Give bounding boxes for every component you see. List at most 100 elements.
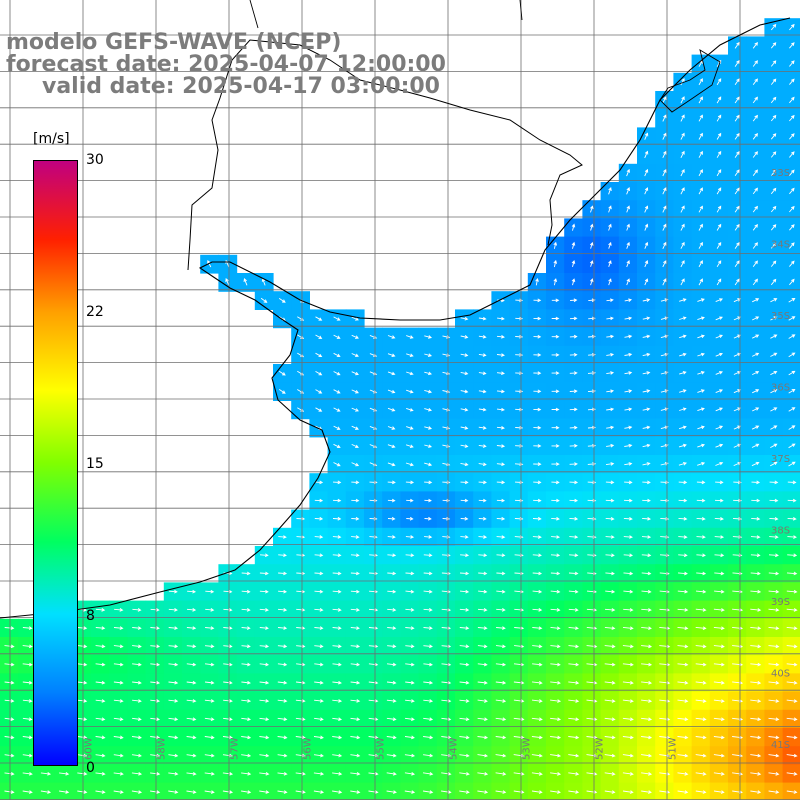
wind-arrow (387, 498, 396, 503)
wind-arrow (626, 241, 630, 249)
wind-arrow (350, 717, 361, 722)
wind-arrow (423, 589, 433, 594)
wind-arrow (150, 735, 161, 740)
wind-arrow (698, 169, 703, 177)
wind-arrow (186, 662, 197, 667)
wind-arrow (186, 772, 197, 776)
wind-arrow (604, 608, 616, 612)
wind-arrow (605, 498, 615, 503)
wind-arrow (495, 699, 507, 703)
wind-arrow (786, 753, 798, 758)
wind-arrow (697, 316, 705, 321)
wind-arrow (406, 353, 414, 357)
wind-arrow (513, 717, 525, 722)
wind-arrow (605, 589, 616, 594)
wind-arrow (605, 553, 615, 558)
wind-arrow (225, 278, 230, 286)
longitude-label: 54W (449, 737, 460, 760)
wind-arrow (441, 735, 452, 740)
wind-arrow (533, 298, 542, 303)
wind-arrow (332, 699, 343, 703)
wind-arrow (405, 444, 414, 449)
wind-arrow (332, 753, 343, 758)
wind-arrow (750, 644, 762, 649)
latitude-label: 39S (771, 597, 790, 608)
wind-arrow (351, 535, 360, 539)
wind-arrow (750, 626, 762, 631)
wind-arrow (95, 680, 106, 685)
wind-arrow (368, 753, 379, 758)
wind-arrow (459, 717, 470, 722)
wind-arrow (752, 223, 758, 231)
wind-arrow (624, 371, 633, 375)
wind-arrow (677, 589, 689, 594)
wind-arrow (604, 717, 616, 722)
wind-arrow (223, 680, 233, 685)
wind-arrow (697, 298, 705, 302)
wind-arrow (769, 517, 779, 521)
wind-arrow (423, 662, 433, 667)
colorbar-tick: 30 (86, 152, 104, 168)
wind-arrow (641, 753, 653, 758)
wind-arrow (278, 389, 286, 394)
wind-arrow (550, 717, 562, 722)
wind-arrow (716, 278, 722, 286)
wind-arrow (770, 298, 778, 303)
wind-arrow (132, 608, 142, 612)
wind-arrow (241, 589, 251, 594)
wind-arrow (496, 516, 506, 521)
wind-arrow (77, 626, 88, 630)
wind-arrow (677, 735, 689, 740)
wind-arrow (750, 735, 762, 740)
wind-arrow (677, 662, 689, 667)
wind-arrow (589, 223, 594, 231)
wind-arrow (715, 389, 723, 394)
wind-arrow (77, 680, 88, 685)
wind-arrow (222, 790, 234, 794)
wind-arrow (752, 132, 758, 140)
wind-arrow (550, 772, 562, 776)
wind-arrow (113, 735, 124, 740)
wind-arrow (495, 644, 506, 649)
wind-arrow (4, 717, 15, 722)
wind-arrow (642, 334, 651, 339)
wind-arrow (168, 772, 179, 776)
wind-arrow (277, 735, 288, 740)
wind-arrow (478, 535, 488, 539)
wind-arrow (223, 626, 233, 630)
wind-arrow (441, 790, 452, 794)
wind-arrow (788, 370, 796, 376)
wind-arrow (770, 389, 778, 394)
wind-arrow (715, 334, 723, 339)
wind-arrow (770, 78, 777, 85)
wind-arrow (22, 772, 33, 776)
wind-arrow (459, 662, 470, 667)
wind-arrow (350, 772, 361, 776)
wind-arrow (241, 735, 252, 740)
wind-arrow (460, 444, 469, 448)
wind-arrow (131, 772, 143, 776)
wind-arrow (368, 735, 379, 740)
wind-arrow (423, 680, 434, 685)
wind-arrow (626, 259, 630, 268)
wind-arrow (586, 772, 598, 776)
wind-arrow (150, 626, 160, 630)
wind-arrow (605, 480, 615, 485)
wind-arrow (752, 389, 760, 394)
wind-arrow (532, 589, 543, 594)
wind-arrow (788, 407, 796, 412)
wind-arrow (750, 553, 761, 558)
wind-arrow (77, 753, 88, 758)
wind-arrow (553, 259, 558, 268)
wind-arrow (788, 443, 796, 449)
wind-arrow (641, 662, 653, 667)
wind-arrow (496, 462, 506, 467)
wind-arrow (698, 150, 703, 158)
wind-arrow (204, 717, 215, 722)
wind-arrow (368, 772, 379, 776)
wind-arrow (714, 571, 725, 576)
wind-arrow (314, 589, 324, 594)
wind-arrow (332, 735, 343, 740)
wind-arrow (496, 353, 505, 357)
wind-arrow (586, 735, 598, 740)
